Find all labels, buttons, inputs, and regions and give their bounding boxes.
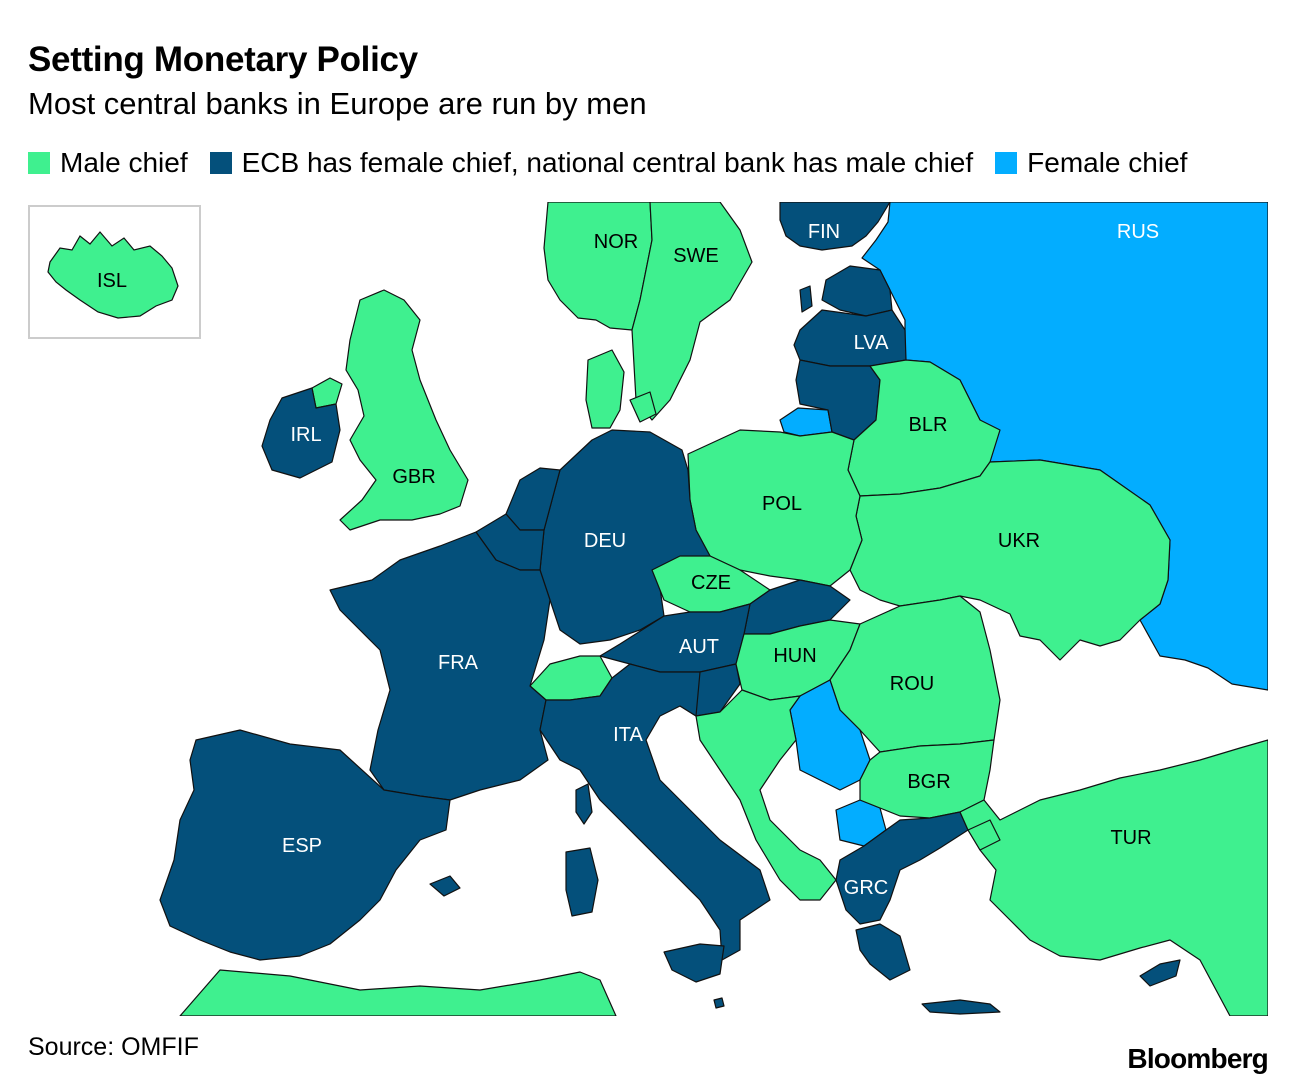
bloomberg-logo: Bloomberg [1127, 1043, 1268, 1074]
island-sicily [663, 943, 725, 983]
legend-label-female: Female chief [1027, 147, 1188, 178]
label-rou: ROU [890, 673, 934, 695]
map-labels: NOR SWE FIN RUS LVA IRL GBR BLR POL DEU … [282, 221, 1159, 899]
island-gotland [799, 285, 813, 313]
island-sardinia [565, 847, 599, 917]
country-ukr [849, 459, 1171, 661]
country-grc [835, 811, 969, 925]
label-lva: LVA [854, 332, 889, 354]
chart-subtitle: Most central banks in Europe are run by … [28, 86, 647, 121]
label-pol: POL [762, 493, 802, 515]
legend-label-male: Male chief [60, 147, 188, 178]
country-isl [47, 231, 179, 319]
island-zealand [629, 391, 657, 423]
country-che [529, 655, 613, 701]
label-ita: ITA [613, 724, 643, 746]
label-ukr: UKR [998, 530, 1040, 552]
country-gbr [339, 289, 469, 531]
country-nor [543, 202, 653, 331]
country-gbr-ni [311, 377, 343, 409]
region-north-africa [179, 969, 617, 1016]
country-lva [793, 309, 907, 367]
label-swe: SWE [673, 245, 719, 267]
country-irl [261, 387, 341, 479]
label-esp: ESP [282, 835, 322, 857]
country-fra [329, 531, 551, 801]
legend-item-ecb: ECB has female chief, national central b… [209, 147, 974, 179]
legend-label-ecb: ECB has female chief, national central b… [241, 147, 974, 178]
legend-item-male: Male chief [28, 147, 188, 179]
label-fra: FRA [438, 652, 479, 674]
country-tur [959, 739, 1268, 1016]
label-rus: RUS [1117, 221, 1159, 243]
legend-swatch-female [995, 152, 1018, 174]
label-blr: BLR [909, 414, 948, 436]
legend-swatch-male [28, 152, 50, 174]
label-deu: DEU [584, 530, 626, 552]
label-isl: ISL [97, 270, 127, 292]
label-cze: CZE [691, 572, 731, 594]
island-cyprus [1139, 959, 1181, 987]
country-rus-kaliningrad [779, 407, 833, 437]
island-corsica [575, 783, 593, 825]
label-aut: AUT [679, 636, 719, 658]
island-balearic [429, 875, 461, 897]
country-tur-thrace [967, 819, 1001, 851]
chart-title: Setting Monetary Policy [28, 40, 418, 79]
label-grc: GRC [844, 877, 888, 899]
island-malta [713, 997, 725, 1009]
legend-item-female: Female chief [995, 147, 1187, 179]
island-crete [921, 999, 1001, 1015]
country-rou [829, 595, 1001, 753]
island-peloponnese [855, 923, 911, 981]
label-nor: NOR [594, 231, 638, 253]
country-esp [159, 729, 451, 961]
source-note: Source: OMFIF [28, 1033, 199, 1061]
country-fin [779, 202, 891, 251]
label-gbr: GBR [392, 466, 435, 488]
legend: Male chief ECB has female chief, nationa… [28, 147, 1209, 179]
label-fin: FIN [808, 221, 840, 243]
label-hun: HUN [773, 645, 816, 667]
country-swe [631, 202, 753, 421]
label-bgr: BGR [907, 771, 950, 793]
country-ita [539, 663, 771, 961]
country-hrv [695, 689, 837, 901]
legend-swatch-ecb [209, 152, 232, 174]
country-dnk [585, 349, 625, 429]
label-irl: IRL [290, 424, 321, 446]
label-tur: TUR [1110, 827, 1151, 849]
country-est [821, 265, 893, 317]
